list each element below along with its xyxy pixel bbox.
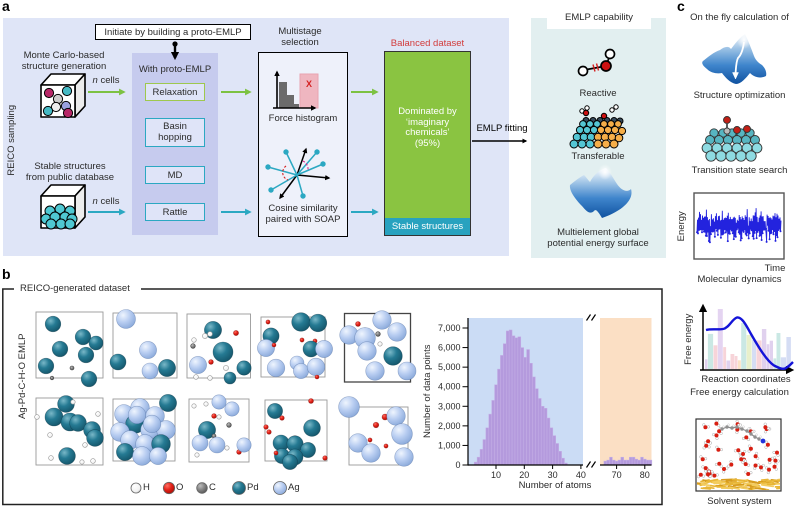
svg-text:4,000: 4,000	[438, 382, 461, 392]
svg-text:3,000: 3,000	[438, 401, 461, 411]
svg-text:0: 0	[455, 460, 460, 470]
svg-text:5,000: 5,000	[438, 362, 461, 372]
svg-text:6,000: 6,000	[438, 343, 461, 353]
svg-text:30: 30	[548, 470, 558, 480]
svg-text:1,000: 1,000	[438, 440, 461, 450]
svg-text:40: 40	[576, 470, 586, 480]
svg-text:70: 70	[612, 470, 622, 480]
svg-text:80: 80	[640, 470, 650, 480]
svg-text:20: 20	[519, 470, 529, 480]
svg-text:2,000: 2,000	[438, 421, 461, 431]
svg-text:7,000: 7,000	[438, 323, 461, 333]
svg-text:X: X	[306, 79, 312, 89]
svg-text:10: 10	[491, 470, 501, 480]
